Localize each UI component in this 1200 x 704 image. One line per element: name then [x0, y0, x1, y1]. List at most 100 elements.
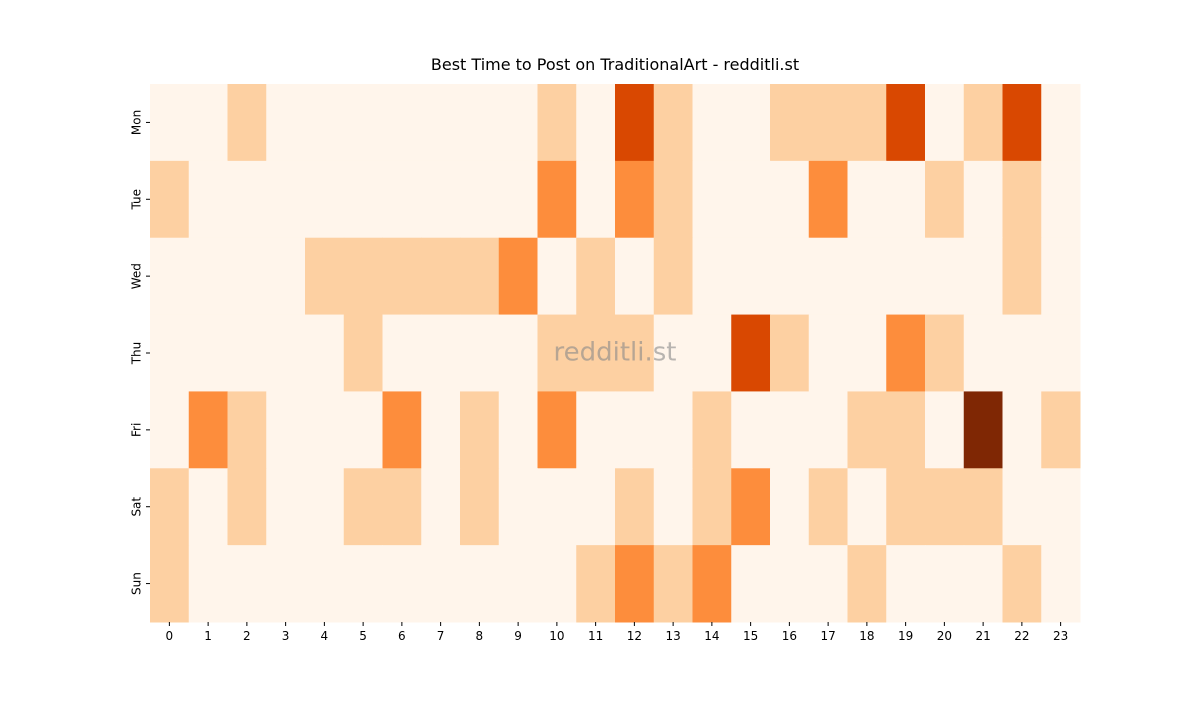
x-tick-label: 9 [514, 629, 522, 643]
x-tick-label: 14 [704, 629, 719, 643]
heat-cell [421, 314, 461, 392]
heat-cell [925, 160, 965, 239]
heat-cell [421, 237, 461, 316]
heat-cell [537, 391, 577, 469]
heat-cell [1041, 391, 1081, 469]
heat-cell [227, 237, 267, 316]
heat-cell [653, 314, 693, 392]
heat-cell [692, 545, 732, 623]
heat-cell [266, 391, 306, 469]
heat-cell [343, 314, 383, 392]
heat-cell [808, 160, 848, 239]
heat-cell [770, 314, 810, 392]
heat-cell [150, 237, 190, 316]
heat-cell [305, 391, 345, 469]
heat-cell [847, 237, 887, 316]
heat-cell [227, 545, 267, 623]
heat-cell [1002, 545, 1042, 623]
heat-cell [653, 237, 693, 316]
heat-cell [886, 237, 926, 316]
heat-cell [188, 391, 228, 469]
heat-cell [150, 84, 190, 162]
heat-cell [963, 391, 1003, 469]
heat-cell [460, 545, 500, 623]
chart-title: Best Time to Post on TraditionalArt - re… [431, 55, 799, 74]
heat-cell [963, 468, 1003, 546]
heat-cell [615, 314, 655, 392]
heat-cell [925, 391, 965, 469]
heat-cell [460, 314, 500, 392]
x-tick-label: 18 [859, 629, 874, 643]
heat-cell [1002, 468, 1042, 546]
heat-cell [731, 391, 771, 469]
heat-cell [343, 468, 383, 546]
heat-cell [808, 314, 848, 392]
heat-cell [615, 160, 655, 239]
heat-cell [498, 314, 538, 392]
heat-cell [150, 160, 190, 239]
heat-cell [305, 160, 345, 239]
heat-cell [498, 160, 538, 239]
heat-cell [266, 237, 306, 316]
heat-cell [498, 391, 538, 469]
heat-cell [305, 545, 345, 623]
heat-cell [886, 391, 926, 469]
heat-cell [963, 84, 1003, 162]
heat-cell [188, 545, 228, 623]
heat-cell [537, 468, 577, 546]
heat-cell [653, 160, 693, 239]
heat-cell [615, 468, 655, 546]
heat-cell [770, 237, 810, 316]
x-tick-label: 8 [476, 629, 484, 643]
heat-cell [847, 468, 887, 546]
heat-cell [692, 84, 732, 162]
y-tick-label: Thu [130, 342, 144, 366]
heat-cell [731, 545, 771, 623]
heat-cell [847, 160, 887, 239]
x-tick-label: 10 [549, 629, 564, 643]
heat-cell [227, 84, 267, 162]
heat-cell [150, 391, 190, 469]
heat-cell [460, 84, 500, 162]
heat-cell [963, 314, 1003, 392]
heat-cell [498, 237, 538, 316]
heat-cell [925, 237, 965, 316]
heat-cell [305, 84, 345, 162]
heat-cell [460, 468, 500, 546]
heat-cell [421, 545, 461, 623]
heat-cell [653, 84, 693, 162]
x-tick-label: 23 [1053, 629, 1068, 643]
x-tick-label: 12 [627, 629, 642, 643]
heat-cell [615, 545, 655, 623]
heat-cell [498, 84, 538, 162]
heat-cell [1002, 391, 1042, 469]
heat-cell [1002, 84, 1042, 162]
x-tick-label: 16 [782, 629, 797, 643]
heat-cell [266, 160, 306, 239]
heat-cell [188, 468, 228, 546]
heat-cell [1041, 84, 1081, 162]
heat-cell [227, 468, 267, 546]
y-tick-label: Sat [130, 497, 144, 517]
heat-cell [1041, 468, 1081, 546]
heat-cell [343, 160, 383, 239]
heat-cell [692, 237, 732, 316]
heat-cell [653, 391, 693, 469]
heat-cell [343, 84, 383, 162]
heat-cell [227, 314, 267, 392]
x-tick-label: 6 [398, 629, 406, 643]
y-tick-label: Mon [130, 110, 144, 135]
heat-cell [227, 391, 267, 469]
heat-cell [188, 84, 228, 162]
heat-cell [576, 160, 616, 239]
heat-cell [382, 468, 422, 546]
heat-cell [460, 391, 500, 469]
heat-cell [925, 84, 965, 162]
x-tick-label: 3 [282, 629, 290, 643]
heat-cell [150, 468, 190, 546]
heat-cell [731, 468, 771, 546]
x-tick-label: 19 [898, 629, 913, 643]
heat-cell [343, 545, 383, 623]
heat-cell [692, 314, 732, 392]
